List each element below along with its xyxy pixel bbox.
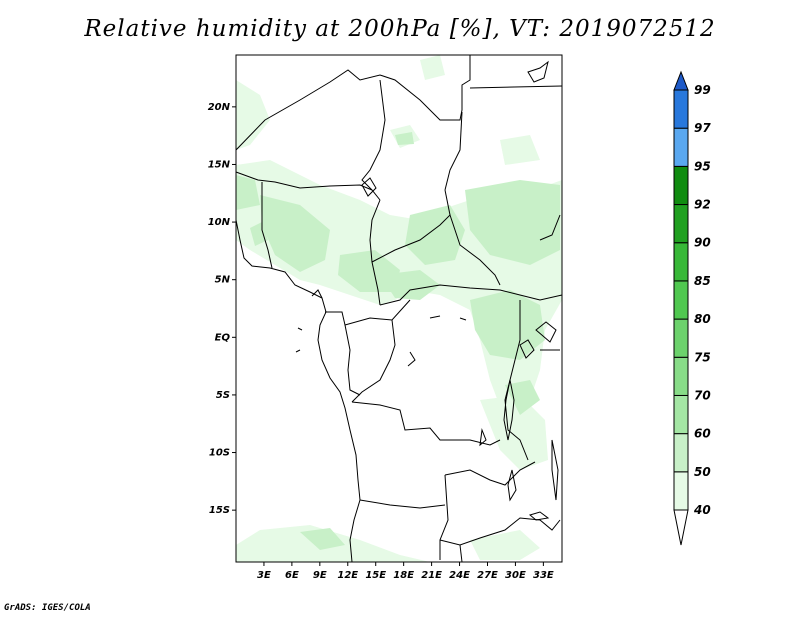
lon-label: 12E xyxy=(337,570,358,581)
lat-label: 5S xyxy=(216,390,230,401)
lon-label: 33E xyxy=(533,570,554,581)
humidity-shading xyxy=(236,55,562,562)
colorbar-label: 70 xyxy=(694,388,711,402)
lon-label: 27E xyxy=(477,570,498,581)
colorbar-label: 80 xyxy=(694,312,711,326)
lat-label: 15N xyxy=(208,159,231,170)
map-frame xyxy=(235,54,563,563)
colorbar: 40 50 60 70 75 80 85 90 92 95 97 99 xyxy=(673,70,711,546)
colorbar-box xyxy=(673,127,689,167)
colorbar-box xyxy=(673,356,689,396)
colorbar-label: 85 xyxy=(694,274,711,288)
lat-label: 10N xyxy=(208,217,231,228)
lon-label: 30E xyxy=(505,570,526,581)
map-title: Relative humidity at 200hPa [%], VT: 201… xyxy=(84,16,716,42)
colorbar-box xyxy=(673,242,689,282)
colorbar-box xyxy=(673,471,689,511)
colorbar-label: 60 xyxy=(694,427,711,441)
colorbar-label: 99 xyxy=(694,83,711,97)
credit-label: GrADS: IGES/COLA xyxy=(4,603,91,613)
colorbar-box xyxy=(673,165,689,206)
colorbar-label: 97 xyxy=(694,121,711,135)
lat-label: 10S xyxy=(209,448,230,459)
colorbar-box xyxy=(673,318,689,358)
latitude-axis: 20N 15N 10N 5N EQ 5S 10S 15S xyxy=(208,102,236,516)
longitude-axis: 3E 6E 9E 12E 15E 18E 21E 24E 27E 30E 33E xyxy=(257,562,554,581)
country-borders xyxy=(235,55,563,563)
colorbar-box xyxy=(673,280,689,320)
lon-label: 6E xyxy=(285,570,299,581)
lon-label: 15E xyxy=(365,570,386,581)
lon-label: 3E xyxy=(257,570,271,581)
lon-label: 21E xyxy=(421,570,442,581)
colorbar-box xyxy=(673,89,689,129)
colorbar-box xyxy=(673,204,689,244)
colorbar-label: 95 xyxy=(694,159,711,173)
lat-label: 15S xyxy=(209,505,230,516)
lon-label: 9E xyxy=(313,570,327,581)
colorbar-label: 92 xyxy=(694,198,711,212)
lat-label: 20N xyxy=(208,102,231,113)
colorbar-arrow-top xyxy=(673,70,689,91)
colorbar-arrow-bottom xyxy=(673,509,689,546)
colorbar-label: 75 xyxy=(694,350,711,364)
lon-label: 18E xyxy=(393,570,414,581)
colorbar-box xyxy=(673,433,689,473)
lat-label: EQ xyxy=(215,332,231,343)
colorbar-label: 50 xyxy=(694,465,711,479)
lon-label: 24E xyxy=(449,570,470,581)
lat-label: 5N xyxy=(215,275,231,286)
colorbar-label: 90 xyxy=(694,236,711,250)
colorbar-label: 40 xyxy=(693,503,711,517)
colorbar-box xyxy=(673,394,689,435)
